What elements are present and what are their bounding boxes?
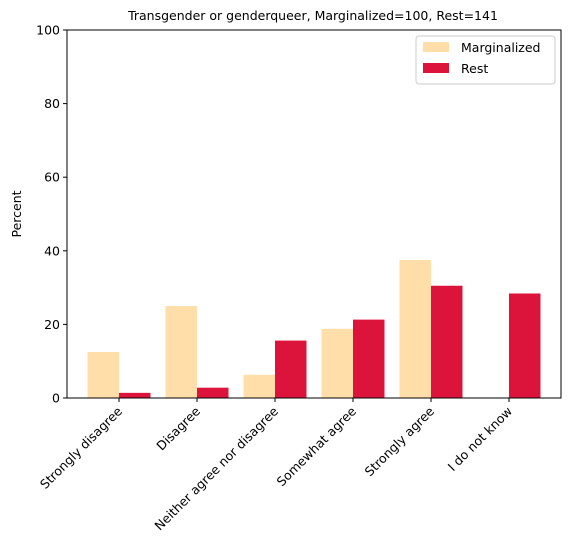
chart-title: Transgender or genderqueer, Marginalized…	[127, 8, 498, 23]
y-tick-label: 20	[44, 317, 60, 332]
y-tick-label: 40	[44, 243, 60, 258]
bar-marginalized-2	[243, 374, 275, 398]
y-axis-label: Percent	[9, 190, 24, 237]
y-axis: 0 20 40 60 80 100	[36, 23, 67, 406]
bar-rest-3	[353, 319, 385, 398]
y-tick-label: 0	[52, 391, 60, 406]
legend-swatch-marginalized	[423, 42, 449, 52]
bars-group	[87, 260, 541, 398]
x-tick-label: Neither agree nor disagree	[151, 403, 281, 533]
legend-frame	[415, 35, 556, 85]
legend-label-marginalized: Marginalized	[461, 40, 541, 55]
x-tick-label: Strongly agree	[362, 403, 438, 479]
bar-rest-1	[197, 387, 229, 398]
y-tick-label: 80	[44, 96, 60, 111]
bar-marginalized-0	[87, 352, 119, 398]
y-tick-label: 60	[44, 170, 60, 185]
bar-marginalized-1	[165, 306, 197, 398]
bar-rest-0	[119, 392, 151, 398]
x-tick-label: Strongly disagree	[37, 403, 125, 491]
bar-rest-4	[431, 285, 463, 398]
bar-marginalized-4	[399, 260, 431, 398]
legend: Marginalized Rest	[415, 35, 556, 85]
bar-rest-5	[509, 293, 541, 398]
bar-marginalized-3	[321, 328, 353, 398]
bar-rest-2	[275, 340, 307, 398]
y-tick-label: 100	[36, 23, 60, 38]
x-tick-label: Disagree	[153, 403, 203, 453]
legend-swatch-rest	[423, 63, 449, 73]
legend-label-rest: Rest	[461, 61, 488, 76]
x-tick-label: Somewhat agree	[274, 403, 360, 489]
plot-frame	[66, 29, 562, 399]
x-tick-label: I do not know	[445, 404, 516, 475]
